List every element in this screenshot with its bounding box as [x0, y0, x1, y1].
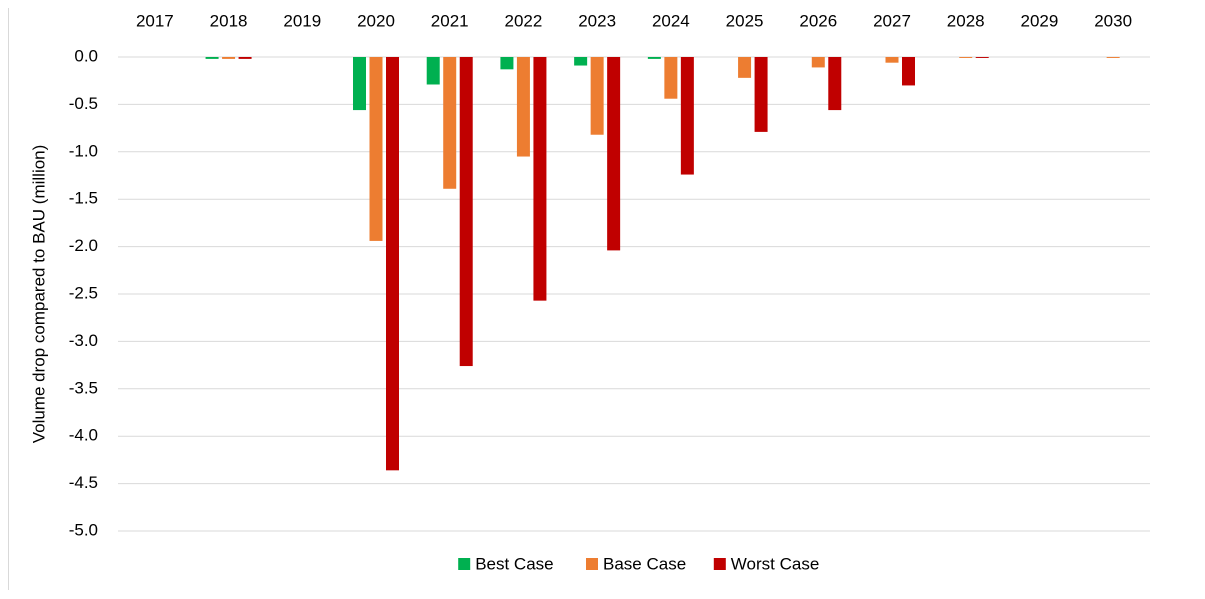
- bar: [607, 57, 621, 251]
- bar: [443, 57, 457, 189]
- x-tick-label: 2018: [210, 11, 248, 30]
- x-tick-label: 2028: [947, 11, 985, 30]
- x-tick-label: 2026: [799, 11, 837, 30]
- y-tick-label: -4.0: [69, 426, 98, 445]
- bar: [574, 57, 588, 66]
- x-tick-label: 2025: [726, 11, 764, 30]
- y-tick-label: -3.0: [69, 331, 98, 350]
- y-tick-label: 0.0: [74, 46, 98, 65]
- bar: [426, 57, 440, 85]
- bar: [902, 57, 915, 86]
- bar: [516, 57, 530, 157]
- x-tick-label: 2030: [1094, 11, 1132, 30]
- y-tick-label: -2.0: [69, 236, 98, 255]
- bar: [975, 57, 989, 58]
- bar: [680, 57, 694, 175]
- bar: [1106, 57, 1120, 58]
- y-tick-label: -2.5: [69, 283, 98, 302]
- bar: [222, 57, 236, 59]
- x-tick-label: 2021: [431, 11, 469, 30]
- bar: [459, 57, 473, 367]
- bar: [754, 57, 768, 132]
- bar: [828, 57, 842, 111]
- x-tick-label: 2029: [1021, 11, 1059, 30]
- x-tick-label: 2027: [873, 11, 911, 30]
- bar: [885, 57, 899, 63]
- bar: [500, 57, 514, 70]
- legend-swatch: [586, 558, 598, 570]
- x-tick-label: 2020: [357, 11, 395, 30]
- x-tick-label: 2022: [505, 11, 543, 30]
- y-tick-label: -5.0: [69, 520, 98, 539]
- x-tick-label: 2017: [136, 11, 174, 30]
- bar: [369, 57, 383, 241]
- legend-swatch: [713, 558, 726, 570]
- legend-label: Worst Case: [731, 554, 820, 573]
- bar: [811, 57, 825, 68]
- y-tick-label: -1.5: [69, 189, 98, 208]
- bar: [205, 57, 219, 59]
- x-tick-label: 2019: [283, 11, 321, 30]
- y-tick-label: -1.0: [69, 141, 98, 160]
- bar: [959, 57, 973, 58]
- bar: [590, 57, 604, 135]
- y-tick-label: -4.5: [69, 473, 98, 492]
- y-tick-label: -3.5: [69, 378, 98, 397]
- legend-swatch: [458, 558, 471, 570]
- legend-label: Best Case: [475, 554, 553, 573]
- bar: [664, 57, 678, 99]
- x-tick-label: 2023: [578, 11, 616, 30]
- y-tick-label: -0.5: [69, 94, 98, 113]
- x-tick-label: 2024: [652, 11, 690, 30]
- y-axis-label: Volume drop compared to BAU (million): [29, 145, 48, 444]
- bar: [647, 57, 661, 59]
- bar: [386, 57, 399, 471]
- bar: [738, 57, 752, 78]
- bar: [238, 57, 252, 59]
- legend-label: Base Case: [603, 554, 686, 573]
- bar: [353, 57, 366, 111]
- bar: [533, 57, 547, 301]
